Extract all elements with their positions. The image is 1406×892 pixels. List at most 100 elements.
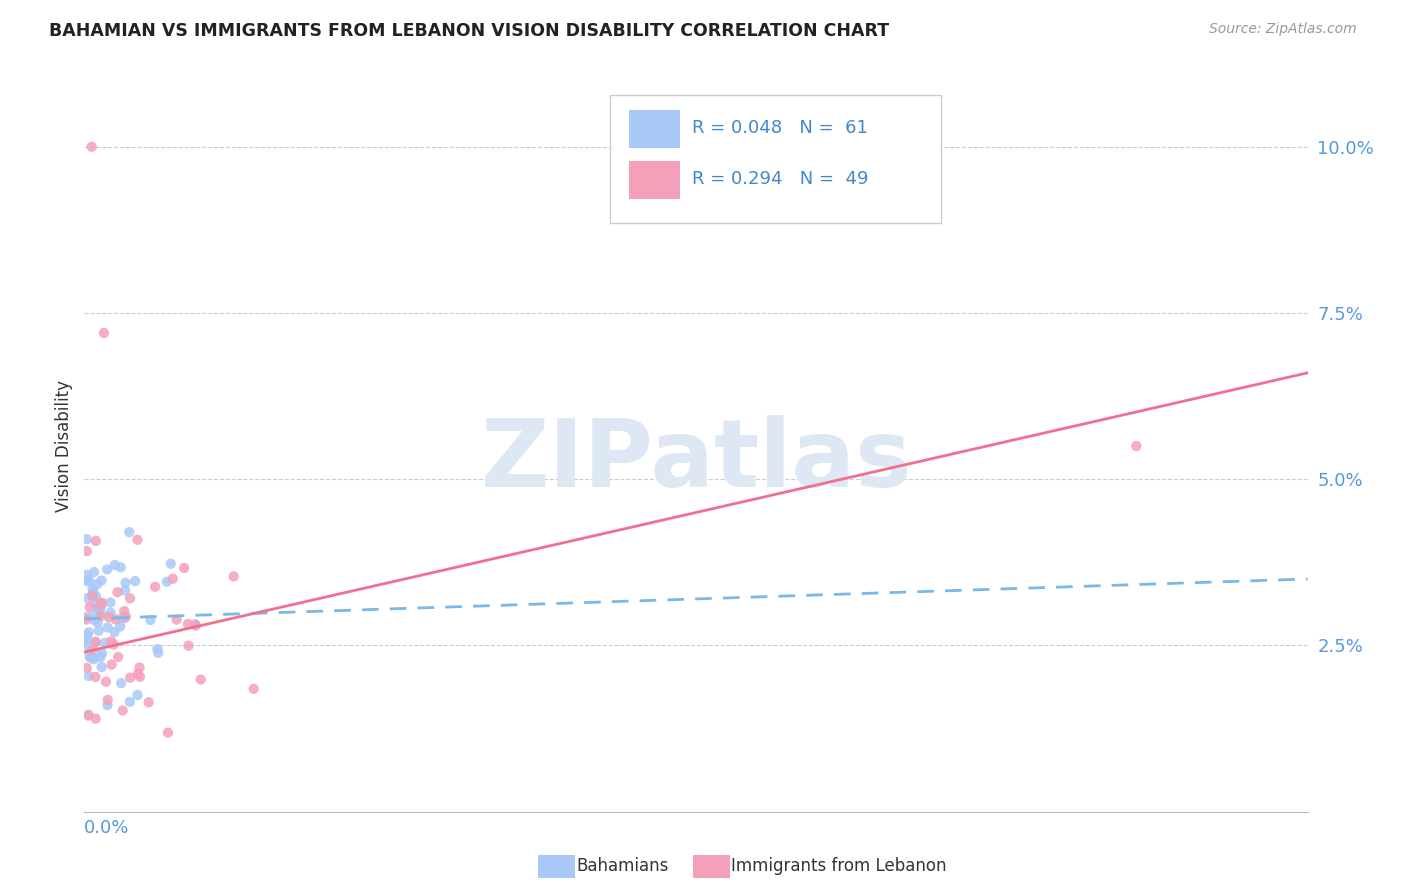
Point	[84, 635, 107, 649]
Point	[107, 585, 129, 599]
Point	[77, 625, 100, 640]
Point	[89, 606, 111, 620]
Point	[82, 589, 104, 603]
Point	[166, 613, 188, 627]
Point	[107, 649, 129, 664]
Point	[127, 666, 149, 681]
Point	[76, 612, 98, 626]
Point	[84, 712, 107, 726]
Point	[118, 695, 141, 709]
Point	[97, 693, 120, 707]
Point	[103, 625, 125, 640]
Point	[93, 326, 115, 340]
Text: ZIPatlas: ZIPatlas	[481, 415, 911, 507]
Point	[184, 618, 207, 632]
Point	[1125, 439, 1147, 453]
Point	[100, 596, 122, 610]
Point	[82, 584, 104, 599]
Point	[77, 708, 100, 723]
Point	[77, 669, 100, 683]
FancyBboxPatch shape	[610, 95, 941, 223]
Point	[82, 582, 104, 596]
Point	[97, 620, 120, 634]
Point	[110, 676, 132, 690]
Point	[79, 599, 101, 614]
Point	[76, 574, 98, 589]
Point	[82, 650, 104, 665]
Point	[104, 612, 127, 626]
Point	[115, 609, 138, 624]
Point	[184, 617, 207, 632]
Point	[94, 636, 117, 650]
Point	[129, 670, 152, 684]
Point	[104, 558, 127, 573]
Point	[148, 646, 170, 660]
Point	[76, 628, 98, 642]
Point	[79, 649, 101, 664]
Point	[173, 561, 195, 575]
Point	[162, 572, 184, 586]
Point	[146, 642, 169, 657]
Point	[76, 533, 98, 547]
Point	[177, 639, 200, 653]
Point	[90, 574, 112, 588]
Text: Immigrants from Lebanon: Immigrants from Lebanon	[731, 857, 946, 875]
Point	[82, 642, 104, 657]
FancyBboxPatch shape	[628, 161, 681, 199]
Point	[84, 533, 107, 548]
Point	[156, 574, 179, 589]
Point	[143, 580, 166, 594]
Point	[89, 601, 111, 615]
Point	[114, 583, 136, 598]
Point	[80, 140, 103, 154]
Point	[118, 525, 141, 540]
Point	[112, 604, 135, 618]
Point	[90, 596, 112, 610]
Point	[87, 624, 110, 638]
Point	[79, 650, 101, 665]
Point	[87, 615, 110, 630]
Point	[90, 599, 112, 614]
Point	[110, 619, 132, 633]
Point	[89, 650, 111, 665]
Point	[127, 533, 149, 547]
Point	[190, 673, 212, 687]
Text: Bahamians: Bahamians	[576, 857, 669, 875]
Point	[83, 608, 105, 623]
Point	[120, 671, 142, 685]
Point	[76, 591, 98, 605]
Point	[111, 610, 134, 624]
Point	[90, 660, 112, 674]
Point	[90, 598, 112, 612]
Point	[100, 634, 122, 648]
Point	[91, 646, 114, 660]
Point	[138, 695, 160, 709]
Point	[86, 577, 108, 591]
Point	[83, 613, 105, 627]
Point	[94, 674, 117, 689]
Point	[90, 596, 112, 610]
Point	[84, 635, 107, 649]
Text: BAHAMIAN VS IMMIGRANTS FROM LEBANON VISION DISABILITY CORRELATION CHART: BAHAMIAN VS IMMIGRANTS FROM LEBANON VISI…	[49, 22, 890, 40]
Point	[76, 661, 98, 675]
Point	[76, 632, 98, 647]
Text: 0.0%: 0.0%	[84, 819, 129, 837]
Point	[242, 681, 264, 696]
Point	[96, 698, 118, 713]
Point	[114, 611, 136, 625]
Point	[86, 600, 108, 615]
Point	[76, 638, 98, 652]
Point	[77, 707, 100, 722]
Point	[90, 608, 112, 623]
Point	[114, 575, 136, 590]
Point	[120, 591, 142, 606]
Point	[76, 567, 98, 582]
Point	[96, 562, 118, 576]
Point	[139, 613, 162, 627]
Point	[84, 589, 107, 603]
Point	[177, 616, 200, 631]
Point	[77, 573, 100, 587]
Point	[110, 560, 132, 574]
Point	[83, 652, 105, 666]
Point	[76, 609, 98, 624]
